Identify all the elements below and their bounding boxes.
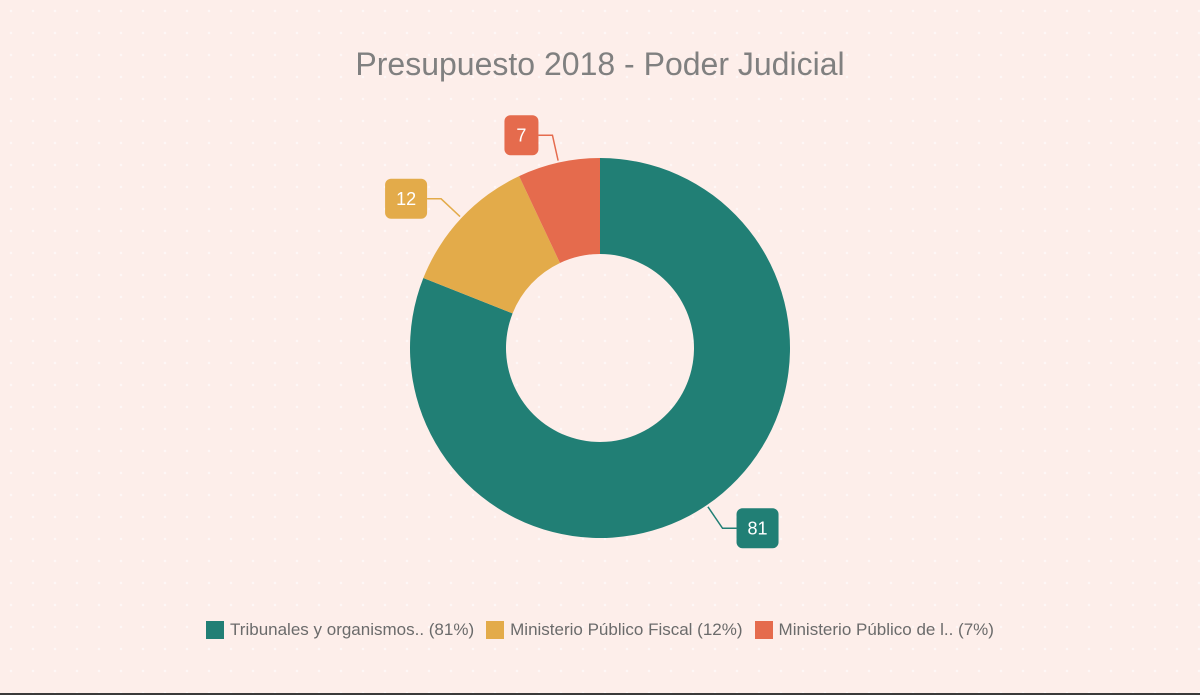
legend-item-ministerio-fiscal[interactable]: Ministerio Público Fiscal (12%) — [486, 620, 743, 640]
slice-ministerio-defensa[interactable] — [519, 158, 600, 263]
data-label-tribunales-box — [736, 508, 779, 549]
data-label-ministerio-defensa: 7 — [516, 125, 526, 145]
legend-item-ministerio-defensa[interactable]: Ministerio Público de l.. (7%) — [754, 620, 994, 640]
slice-tribunales[interactable] — [409, 158, 790, 539]
legend-label-ministerio-fiscal: Ministerio Público Fiscal (12%) — [510, 620, 743, 639]
legend-label-ministerio-defensa: Ministerio Público de l.. (7%) — [778, 620, 994, 639]
data-label-ministerio-fiscal-box — [385, 178, 428, 219]
data-label-ministerio-defensa-box — [504, 115, 539, 156]
legend-swatch-tribunales — [206, 621, 225, 639]
legend-item-tribunales[interactable]: Tribunales y organismos.. (81%) — [206, 620, 474, 640]
legend-label-tribunales: Tribunales y organismos.. (81%) — [230, 620, 475, 639]
chart-title: Presupuesto 2018 - Poder Judicial — [355, 46, 845, 82]
data-label-ministerio-fiscal: 12 — [396, 189, 416, 209]
legend-swatch-ministerio-defensa — [754, 621, 773, 639]
data-label-ministerio-defensa-connector — [538, 134, 559, 161]
data-label-tribunales: 81 — [748, 518, 768, 538]
legend: Tribunales y organismos.. (81%) Minister… — [0, 620, 1200, 640]
data-label-tribunales-connector — [707, 506, 737, 530]
legend-swatch-ministerio-fiscal — [486, 621, 505, 639]
data-label-ministerio-fiscal-connector — [427, 198, 461, 218]
slice-ministerio-fiscal[interactable] — [423, 176, 560, 314]
